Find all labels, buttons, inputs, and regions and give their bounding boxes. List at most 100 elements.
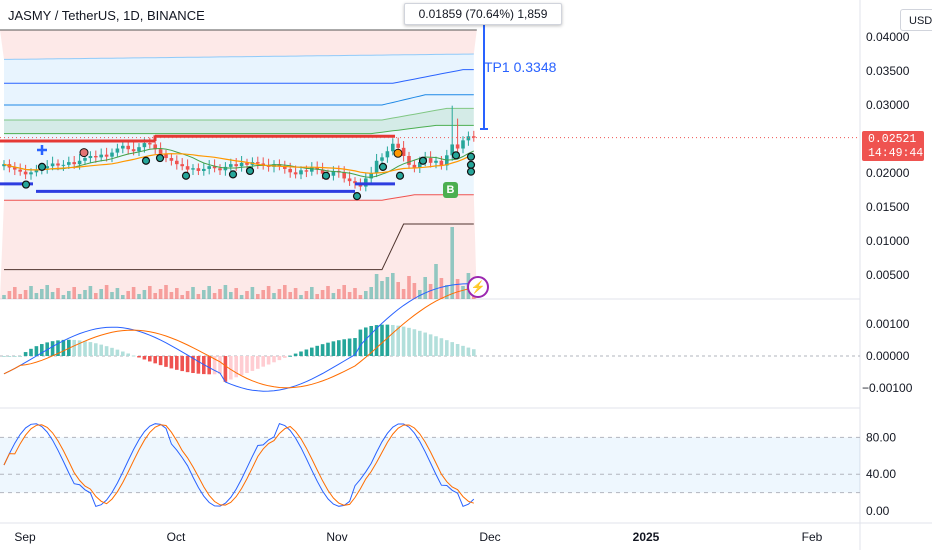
buy-signal-badge: B [443,182,458,198]
volume-bar [445,285,449,299]
volume-bar [153,293,157,299]
volume-bar [13,287,17,299]
macd-hist-bar [445,340,449,356]
candle-body [175,160,179,165]
macd-hist-bar [104,346,109,356]
signal-dot [141,156,151,165]
volume-bar [77,294,82,299]
cross-marker [37,145,47,155]
symbol-title[interactable]: JASMY / TetherUS, 1D, BINANCE [8,8,205,23]
candle-body [104,154,109,157]
volume-bar [261,290,265,299]
currency-selector[interactable]: USDT [900,9,932,31]
candle-body [50,163,55,167]
macd-hist-bar [283,356,287,358]
ma-line-slow [3,153,475,174]
green-zone [4,108,474,134]
candle-body [72,162,76,165]
macd-hist-bar [23,352,28,356]
macd-hist-bar [342,339,346,356]
macd-hist-bar [29,348,33,356]
band-line [4,69,474,84]
candle-body [342,172,346,179]
candle-body [207,166,211,169]
candle-body [126,145,130,150]
stoch-tick-label: 0.00 [866,504,890,518]
macd-hist-bar [50,341,55,356]
candle-body [256,162,260,164]
macd-hist-bar [358,329,363,356]
signal-dot [378,162,388,171]
macd-hist-bar [99,344,103,356]
volume-bar [142,290,147,299]
time-tick-label: Oct [167,530,186,544]
macd-hist-bar [175,356,179,370]
candle-body [131,149,136,152]
volume-bar [331,293,336,299]
macd-hist-bar [115,349,120,356]
price-tick-label: 0.03000 [866,98,910,112]
stoch-k-line [3,422,475,508]
band-line [4,194,474,201]
macd-hist-bar [256,356,260,369]
candle-body [304,170,309,172]
macd-hist-bar [450,342,454,356]
macd-hist-bar [288,355,292,357]
signal-dot [352,192,362,201]
candle-body [369,173,373,179]
volume-bar [202,290,206,299]
candle-body [202,168,206,171]
current-price-value: 0.02521 [868,132,917,146]
signal-dot [37,162,47,171]
volume-bar [245,291,249,299]
macd-hist-bar [110,347,114,356]
price-tick-label: 0.03500 [866,64,910,78]
candle-body [218,168,222,171]
candle-body [18,169,22,172]
candle-body [353,181,357,184]
volume-bar [358,295,363,299]
candle-body [229,164,233,167]
volume-bar [310,287,314,299]
macd-hist-bar [13,356,17,357]
stoch-tick-label: 80.00 [866,430,896,444]
volume-bar [418,290,422,299]
volume-bar [353,288,357,299]
macd-hist-bar [61,339,66,356]
volume-bar [450,227,454,299]
signal-dot [321,171,331,180]
volume-bar [94,293,98,299]
signal-dot [245,166,255,176]
macd-hist-bar [180,356,184,372]
candle-body [148,143,152,145]
candle-body [23,171,28,175]
candle-body [418,162,422,168]
volume-bar [180,295,184,299]
volume-bar [272,293,276,299]
volume-bar [439,278,444,299]
volume-bar [88,286,93,299]
volume-bar [434,264,438,299]
volume-bar [239,295,244,299]
volume-bar [50,292,55,299]
macd-hist-bar [277,356,282,361]
candle-body [239,162,244,167]
volume-bar [158,289,163,299]
macd-hist-bar [158,356,163,366]
macd-hist-bar [185,356,190,373]
lightning-icon[interactable]: ⚡ [467,276,489,298]
candle-body [439,160,444,166]
candle-body [164,153,168,159]
candle-body [412,164,417,168]
volume-bar [2,295,6,299]
macd-hist-bar [320,344,325,356]
candle-body [374,160,379,173]
candle-body [34,169,39,173]
volume-bar [299,295,303,299]
macd-hist-bar [434,336,438,356]
price-tick-label: 0.01500 [866,200,910,214]
volume-bar [99,289,103,299]
candle-body [169,158,174,161]
candle-body [407,156,411,165]
